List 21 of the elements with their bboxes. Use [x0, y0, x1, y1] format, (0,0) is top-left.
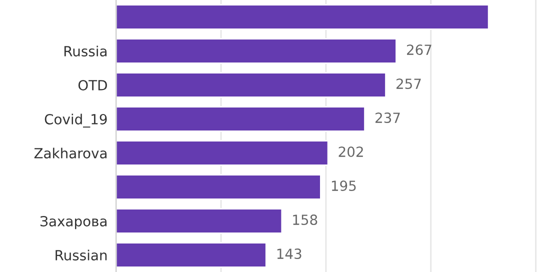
y-tick-label: Захарова [40, 216, 106, 230]
data-label: 143 [277, 248, 302, 260]
bar [116, 4, 490, 30]
bar [116, 242, 267, 268]
data-label: 237 [376, 112, 400, 124]
data-label: 267 [406, 44, 432, 56]
data-label: 257 [396, 78, 421, 90]
bar [116, 174, 322, 200]
y-tick-label: Covid_19 [44, 114, 107, 128]
data-label: 195 [332, 180, 356, 192]
y-tick-label: OTD [78, 80, 107, 90]
bar [116, 106, 366, 132]
y-tick-label: Russia [64, 46, 107, 56]
bar [116, 38, 397, 64]
bar [116, 208, 283, 234]
data-label: 158 [293, 214, 318, 226]
y-tick-label: Russian [56, 250, 107, 260]
y-tick-label: Zakharova [34, 148, 107, 158]
bar [116, 140, 329, 166]
data-label: 202 [338, 146, 363, 158]
bar [116, 72, 386, 98]
